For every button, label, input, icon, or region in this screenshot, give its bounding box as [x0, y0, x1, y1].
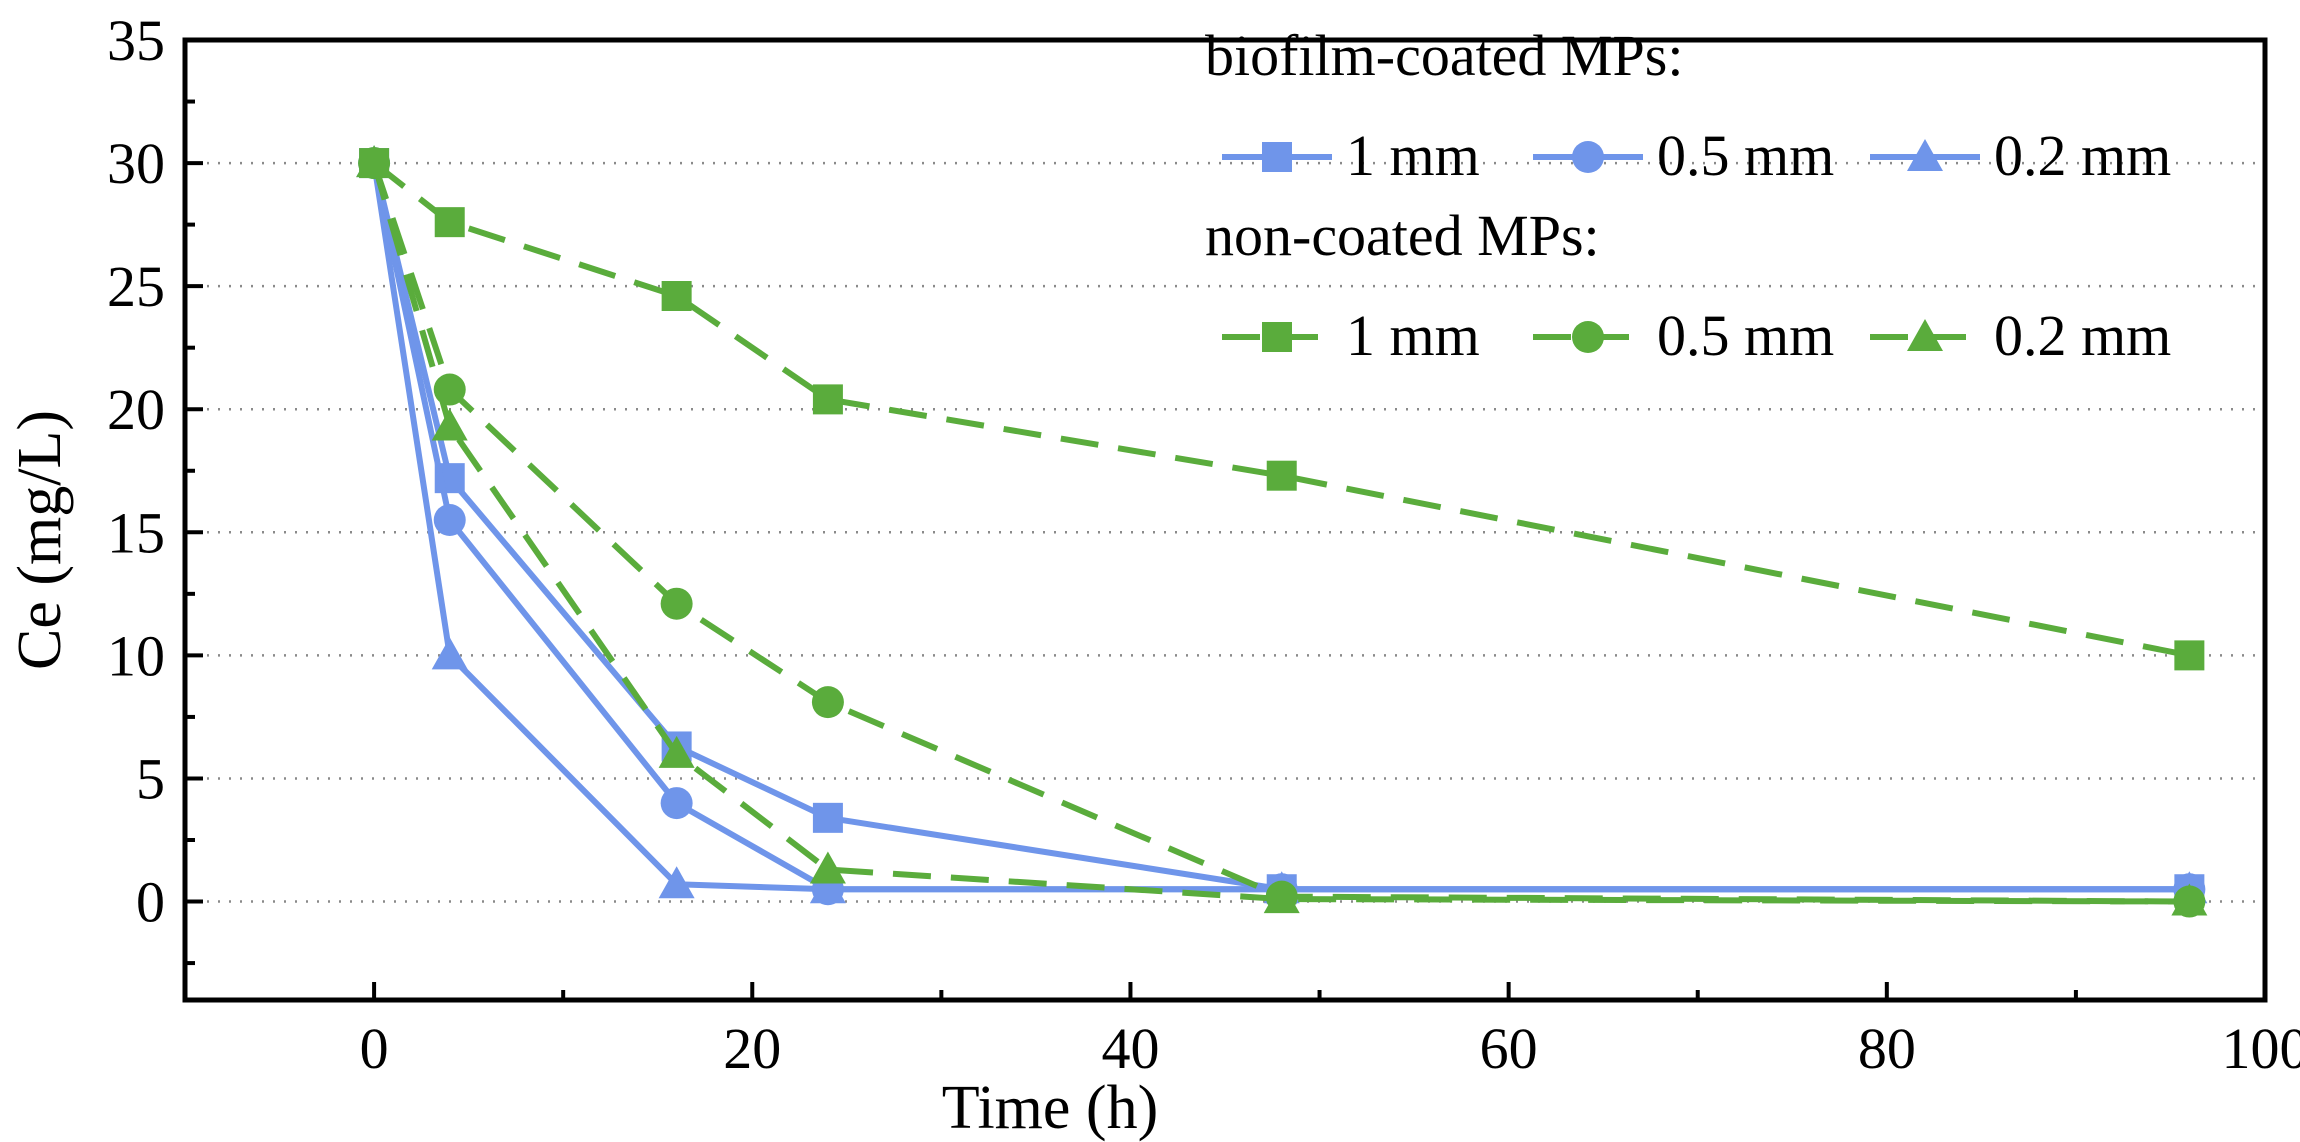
x-tick-label-80: 80	[1858, 1016, 1916, 1081]
legend-group-biofilm-coated: biofilm-coated MPs: 1 mm 0.5 mm 0.2 mm	[1205, 23, 2171, 188]
legend-heading: non-coated MPs:	[1205, 203, 1600, 268]
y-tick-label-20: 20	[107, 377, 165, 442]
y-axis-title: Ce (mg/L)	[6, 410, 74, 670]
legend-marker	[1907, 139, 1943, 171]
legend-entry: 0.5 mm	[1533, 123, 1834, 188]
data-point	[431, 637, 468, 670]
x-tick-label-0: 0	[360, 1016, 389, 1081]
data-point	[434, 207, 465, 238]
series-line	[371, 162, 2190, 905]
legend-marker	[1907, 319, 1943, 351]
legend-label: 0.5 mm	[1657, 303, 1834, 368]
series-line	[371, 162, 2190, 905]
data-point	[812, 802, 843, 833]
legend-heading: biofilm-coated MPs:	[1205, 23, 1683, 88]
data-point	[809, 851, 846, 884]
y-tick-label-30: 30	[107, 131, 165, 196]
y-tick-label-10: 10	[107, 623, 165, 688]
data-point	[809, 871, 846, 904]
data-point	[812, 384, 843, 415]
plot-frame	[182, 37, 2268, 1003]
legend-entry: 0.2 mm	[1870, 123, 2171, 188]
legend-entry: 0.5 mm	[1533, 303, 1834, 368]
data-point	[2174, 640, 2205, 671]
legend-marker	[1572, 141, 1604, 173]
legend-marker	[1262, 142, 1292, 172]
x-tick-label-60: 60	[1480, 1016, 1538, 1081]
legend-entry: 1 mm	[1222, 303, 1480, 368]
data-point	[658, 866, 695, 899]
legend-label: 0.2 mm	[1994, 303, 2171, 368]
y-tick-label-5: 5	[136, 746, 165, 811]
x-axis-title: Time (h)	[942, 1074, 1158, 1142]
legend-group-non-coated: non-coated MPs: 1 mm 0.5 mm 0.2 mm	[1205, 203, 2171, 368]
axes: 0 5 10 15 20 25 30 35 0 20 40 60 80 100	[107, 8, 2300, 1081]
data-point	[660, 587, 693, 620]
data-point	[1266, 460, 1297, 491]
data-point	[356, 145, 393, 178]
legend-marker	[1572, 321, 1604, 353]
legend: biofilm-coated MPs:1 mm 0.5 mm 0.2 mmnon-c…	[1205, 23, 2171, 368]
legend-entry: 0.2 mm	[1870, 303, 2171, 368]
series-non-coated-mps-0-2-mm	[356, 145, 2208, 916]
x-tick-label-40: 40	[1101, 1016, 1159, 1081]
legend-label: 0.5 mm	[1657, 123, 1834, 188]
data-point	[661, 281, 692, 311]
data-point	[1263, 881, 1300, 914]
y-tick-label-25: 25	[107, 254, 165, 319]
data-point	[433, 504, 466, 536]
data-point	[660, 787, 693, 820]
data-point	[2171, 883, 2208, 916]
y-tick-label-35: 35	[107, 8, 165, 73]
legend-marker	[1262, 322, 1292, 352]
legend-label: 1 mm	[1346, 303, 1480, 368]
legend-label: 0.2 mm	[1994, 123, 2171, 188]
data-point	[658, 735, 695, 768]
series-line	[371, 162, 2190, 893]
legend-label: 1 mm	[1346, 123, 1480, 188]
y-tick-label-15: 15	[107, 500, 165, 565]
y-tick-label-0: 0	[136, 870, 165, 935]
data-series	[356, 145, 2208, 918]
x-tick-label-20: 20	[723, 1016, 781, 1081]
x-tick-label-100: 100	[2222, 1016, 2300, 1081]
legend-entry: 1 mm	[1222, 123, 1480, 188]
data-point	[431, 408, 468, 441]
data-point	[811, 686, 844, 719]
